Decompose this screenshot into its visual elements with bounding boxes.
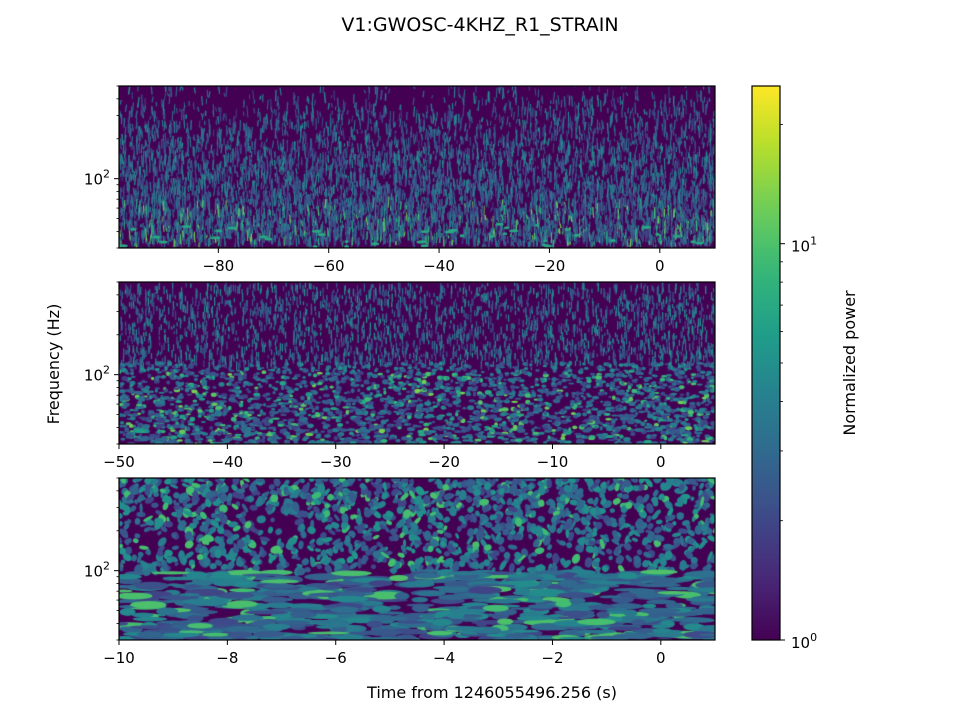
colorbar-tick-label: 101	[791, 235, 817, 256]
x-tick-label: −10	[537, 453, 569, 471]
figure-title: V1:GWOSC-4KHZ_R1_STRAIN	[341, 14, 618, 36]
colorbar-gradient	[752, 86, 780, 640]
spectrogram-panel-2: −50 −40 −30 −20 −10 0 102	[84, 281, 716, 471]
x-tick-label: 0	[656, 453, 666, 471]
y-axis-label: Frequency (Hz)	[44, 304, 63, 425]
x-tick-label: −40	[212, 453, 244, 471]
x-tick-label: −20	[534, 257, 566, 275]
heatmap-image	[119, 86, 715, 248]
x-tick-label: −10	[103, 649, 135, 667]
x-tick-label: −6	[325, 649, 347, 667]
x-tick-label: 0	[656, 649, 666, 667]
heatmap-image	[119, 478, 715, 640]
x-tick-label: −80	[203, 257, 235, 275]
axes-frame	[118, 281, 716, 445]
spectrogram-panel-1: −80 −60 −40 −20 0 102	[84, 85, 716, 275]
colorbar-label: Normalized power	[840, 290, 859, 436]
x-axis-label: Time from 1246055496.256 (s)	[366, 683, 617, 702]
heatmap-image	[119, 282, 715, 444]
x-tick-label: −60	[313, 257, 345, 275]
x-tick-label: −4	[433, 649, 455, 667]
x-tick-label: −50	[103, 453, 135, 471]
axes-frame	[118, 477, 716, 641]
y-tick-label: 102	[84, 560, 110, 581]
x-tick-label: 0	[655, 257, 665, 275]
x-tick-label: −40	[423, 257, 455, 275]
x-tick-label: −8	[216, 649, 238, 667]
axes-frame	[118, 85, 716, 249]
x-tick-label: −30	[320, 453, 352, 471]
x-tick-label: −20	[428, 453, 460, 471]
x-tick-label: −2	[541, 649, 563, 667]
y-tick-label: 102	[84, 364, 110, 385]
y-tick-label: 102	[84, 168, 110, 189]
spectrogram-panel-3: −10 −8 −6 −4 −2 0 102	[84, 477, 716, 667]
colorbar: 100 101	[751, 85, 817, 652]
colorbar-tick-label: 100	[791, 631, 817, 652]
